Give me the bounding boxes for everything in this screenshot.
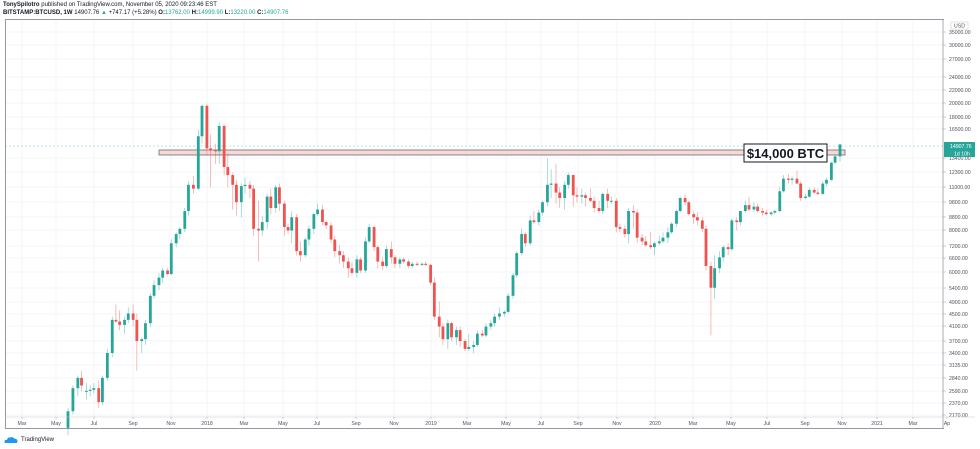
price-tick-label: 2840.00 (949, 376, 968, 382)
time-tick-label: Sep (351, 421, 360, 427)
zone-rect[interactable] (158, 149, 846, 156)
grid-lines (6, 20, 948, 417)
countdown-badge: 1d 10h (954, 152, 970, 158)
time-tick-label: May (501, 421, 511, 427)
price-tick-label: 9800.00 (949, 200, 968, 206)
price-tick-label: 27000.00 (949, 57, 971, 63)
time-tick-label: Jul (538, 421, 545, 427)
time-tick-label: 2019 (425, 421, 437, 427)
time-tick-label: Jul (314, 421, 321, 427)
price-tick-label: 2170.00 (949, 413, 968, 419)
price-tick-label: 3135.00 (949, 363, 968, 369)
price-tick-label: 6600.00 (949, 256, 968, 262)
chart-header: TonySpilotro published on TradingView.co… (3, 1, 943, 17)
time-tick-label: Mar (18, 421, 27, 427)
currency-label: USD (954, 24, 965, 30)
open-label: O: (158, 10, 165, 16)
time-tick-label: Nov (389, 421, 399, 427)
price-tick-label: 30000.00 (949, 43, 971, 49)
price-tick-label: 7200.00 (949, 244, 968, 250)
price-tick-label: 8000.00 (949, 228, 968, 234)
time-tick-label: Sep (128, 421, 137, 427)
tradingview-cloud-icon (4, 436, 18, 443)
open-value: 13762.00 (164, 10, 190, 16)
price-tick-label: 18000.00 (949, 115, 971, 121)
symbol-label: BITSTAMP:BTCUSD, 1W (3, 10, 73, 16)
up-arrow-icon: ▲ (100, 10, 107, 16)
price-tick-label: 4500.00 (949, 312, 968, 318)
price-tick-label: 24000.00 (949, 75, 971, 81)
symbol-line: BITSTAMP:BTCUSD, 1W 14907.76 ▲ +747.17 (… (3, 9, 943, 17)
time-tick-label: 2021 (871, 421, 883, 427)
price-tick-label: 16500.00 (949, 127, 971, 133)
time-tick-label: Jul (764, 421, 771, 427)
time-tick-label: Mar (240, 421, 249, 427)
price-tick-label: 11000.00 (949, 185, 970, 191)
low-value: 13220.00 (230, 10, 256, 16)
price-tick-label: 6000.00 (949, 270, 968, 276)
time-tick-label: 2018 (201, 421, 213, 427)
price-annotation[interactable]: $14,000 BTC (743, 143, 828, 163)
price-tick-label: 8800.00 (949, 215, 968, 221)
publish-line: TonySpilotro published on TradingView.co… (3, 1, 943, 9)
close-value: 14907.76 (263, 10, 289, 16)
high-value: 14999.90 (198, 10, 224, 16)
time-tick-label: Sep (800, 421, 809, 427)
time-tick-label: Mar (463, 421, 472, 427)
price-change: +747.17 (+5.28%) (108, 10, 157, 16)
annotation-text: $14,000 BTC (747, 146, 825, 161)
time-tick-label: May (51, 421, 61, 427)
time-tick-label: Sep (573, 421, 582, 427)
time-tick-label: May (726, 421, 736, 427)
published-text: published on TradingView.com, November 0… (41, 2, 217, 8)
price-tick-label: 3700.00 (949, 339, 968, 345)
close-label: C: (257, 10, 264, 16)
price-tick-label: 4100.00 (949, 324, 968, 330)
time-tick-label: Ap (944, 421, 950, 427)
time-axis[interactable]: Mar May Jul Sep Nov 2018 Mar May Jul Sep Nov 2019 Ma… (5, 416, 975, 427)
footer: TradingView (4, 436, 54, 444)
price-tick-label: 4900.00 (949, 300, 968, 306)
price-tick-label: 2590.00 (949, 389, 968, 395)
author-name[interactable]: TonySpilotro (3, 2, 40, 8)
price-tick-label: 5400.00 (949, 286, 968, 292)
time-tick-label: Mar (909, 421, 918, 427)
price-tick-label: 2370.00 (949, 401, 968, 407)
time-tick-label: 2020 (649, 421, 661, 427)
time-tick-label: May (278, 421, 288, 427)
time-tick-label: Nov (837, 421, 847, 427)
price-tick-label: 12300.00 (949, 170, 971, 176)
price-tick-label: 22000.00 (949, 88, 971, 94)
time-tick-label: Mar (689, 421, 698, 427)
candles (66, 103, 842, 436)
time-tick-label: Nov (166, 421, 176, 427)
time-tick-label: Jul (91, 421, 98, 427)
resistance-zone[interactable] (158, 149, 846, 156)
price-tick-label: 13400.00 (949, 156, 971, 162)
last-price: 14907.76 (74, 10, 100, 16)
time-tick-label: Nov (612, 421, 622, 427)
high-label: H: (191, 10, 198, 16)
current-price-badge: 14907.76 (950, 144, 972, 150)
tradingview-brand[interactable]: TradingView (21, 437, 55, 443)
price-tick-label: 35000.00 (949, 30, 971, 36)
price-tick-label: 20000.00 (949, 101, 971, 107)
price-tick-label: 3400.00 (949, 351, 968, 357)
low-label: L: (224, 10, 231, 16)
